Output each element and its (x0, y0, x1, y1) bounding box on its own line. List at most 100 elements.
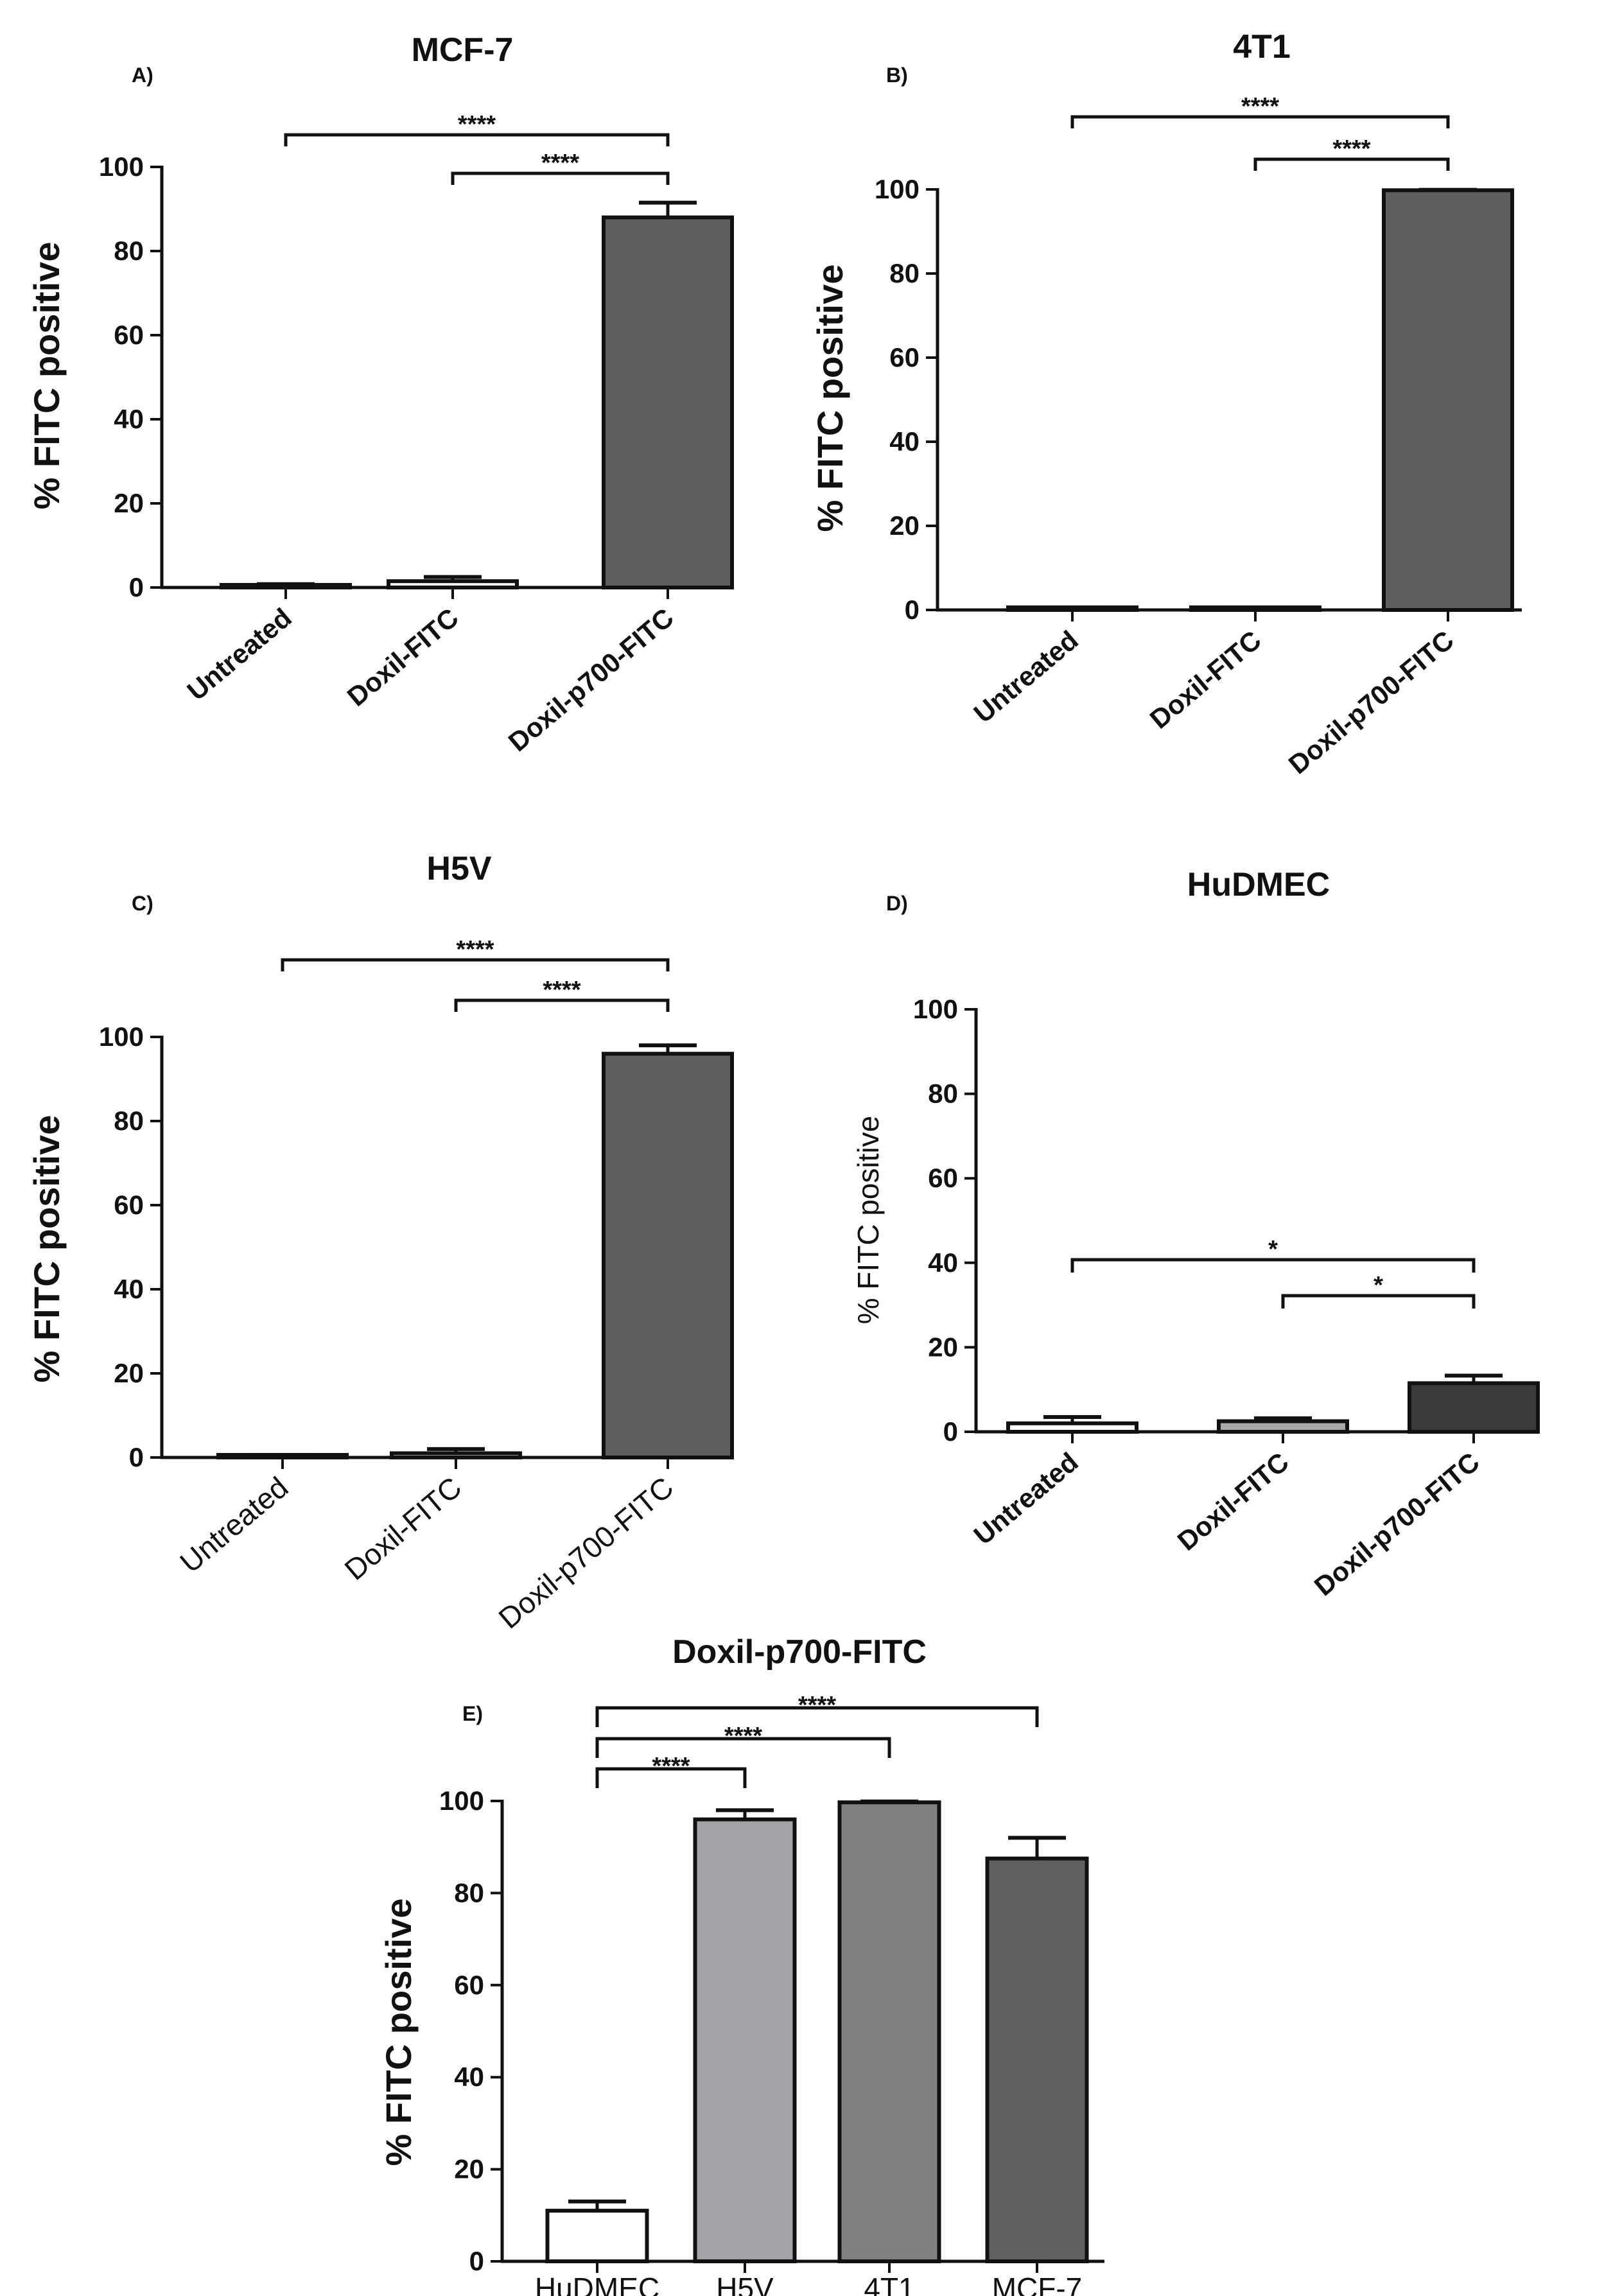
bar (602, 215, 734, 590)
bar (1006, 1421, 1138, 1434)
significance-label: **** (541, 150, 579, 177)
bar (1408, 1381, 1540, 1434)
significance-bracket (454, 998, 670, 1012)
y-tick-label: 60 (928, 1163, 958, 1193)
y-axis-title: % FITC positive (851, 1116, 885, 1325)
y-tick-label: 100 (913, 994, 958, 1024)
category-label: 4T1 (864, 2272, 914, 2296)
category-label: Untreated (968, 1447, 1083, 1551)
category-label: Doxil-FITC (338, 1470, 468, 1587)
bar (602, 1052, 734, 1459)
category-label: Doxil-FITC (1172, 1447, 1295, 1556)
y-tick-label: 80 (454, 1877, 484, 1908)
y-tick-label: 40 (114, 1274, 144, 1304)
y-tick-label: 20 (454, 2154, 484, 2184)
bar (1382, 188, 1514, 612)
y-axis-title: % FITC positive (26, 242, 67, 510)
panel-c: H5V C) 0 20 40 60 80 100 % FITC positive Untreate… (26, 850, 734, 1635)
y-tick-label: 60 (114, 320, 144, 350)
significance-bracket (1070, 115, 1450, 128)
significance-bracket (1281, 1294, 1476, 1309)
y-tick-label: 60 (114, 1190, 144, 1220)
category-label: Doxil-FITC (342, 602, 464, 712)
y-tick-label: 100 (99, 152, 144, 182)
significance-bracket (1253, 157, 1450, 171)
y-tick-label: 40 (889, 426, 920, 457)
bar (837, 1800, 941, 2263)
chart-title: MCF-7 (412, 31, 514, 69)
y-tick-label: 0 (129, 1442, 144, 1472)
y-tick-label: 20 (928, 1332, 958, 1362)
significance-label: **** (724, 1723, 762, 1750)
significance-label: **** (1241, 93, 1279, 120)
panel-a: MCF-7 A) 0 20 40 60 80 100 % FITC positive Untrea… (26, 31, 734, 758)
significance-label: * (1268, 1236, 1278, 1263)
y-axis-title: % FITC positive (810, 265, 850, 532)
y-tick-label: 80 (889, 258, 920, 288)
y-tick-label: 0 (943, 1416, 958, 1447)
category-label: MCF-7 (992, 2272, 1083, 2296)
significance-bracket (281, 958, 670, 971)
y-tick-label: 0 (129, 572, 144, 602)
chart-title: HuDMEC (1187, 866, 1330, 903)
category-label: Doxil-p700-FITC (1283, 625, 1460, 780)
panel-label: D) (886, 892, 908, 915)
panel-label: B) (886, 64, 908, 87)
y-axis-title: % FITC positive (26, 1115, 67, 1383)
category-label: HuDMEC (535, 2272, 659, 2296)
y-tick-label: 40 (454, 2062, 484, 2092)
bar (390, 1451, 522, 1459)
chart-title: Doxil-p700-FITC (672, 1633, 927, 1671)
significance-bracket (595, 1706, 1039, 1727)
significance-bracket (595, 1737, 891, 1758)
category-label: Doxil-p700-FITC (503, 602, 679, 758)
y-tick-label: 60 (454, 1970, 484, 2000)
significance-bracket (595, 1767, 747, 1788)
y-axis-title: % FITC positive (378, 1899, 419, 2166)
category-label: Doxil-p700-FITC (1309, 1447, 1485, 1602)
significance-bracket (451, 171, 670, 185)
bar (1217, 1419, 1349, 1434)
y-tick-label: 60 (889, 342, 920, 372)
panel-b: 4T1 B) 0 20 40 60 80 100 % FITC positive Untreate… (810, 28, 1522, 779)
y-tick-label: 80 (114, 1106, 144, 1136)
category-label: Untreated (173, 1470, 294, 1579)
bar (693, 1817, 797, 2263)
panel-label: E) (462, 1702, 483, 1725)
panel-label: A) (132, 64, 153, 87)
y-tick-label: 20 (889, 510, 920, 541)
panel-label: C) (132, 892, 153, 915)
y-tick-label: 40 (114, 404, 144, 434)
chart-title: 4T1 (1233, 28, 1291, 65)
y-tick-label: 80 (114, 236, 144, 266)
significance-label: **** (1332, 135, 1370, 162)
bar (545, 2209, 649, 2263)
significance-label: **** (652, 1753, 690, 1780)
significance-label: **** (543, 977, 580, 1004)
category-label: Doxil-p700-FITC (493, 1470, 680, 1635)
significance-bracket (1070, 1258, 1476, 1273)
y-tick-label: 0 (905, 595, 920, 625)
category-label: Untreated (181, 602, 297, 706)
y-tick-label: 80 (928, 1079, 958, 1109)
significance-label: * (1373, 1272, 1383, 1299)
bar (387, 579, 519, 589)
category-label: Untreated (968, 625, 1083, 729)
significance-bracket (284, 133, 670, 146)
y-tick-label: 100 (99, 1022, 144, 1052)
panel-d: HuDMEC D) 0 20 40 60 80 100 % FITC positive Untre… (851, 866, 1540, 1602)
significance-label: **** (456, 936, 494, 963)
significance-label: **** (458, 111, 496, 138)
category-label: H5V (716, 2272, 774, 2296)
y-tick-label: 100 (875, 174, 920, 204)
y-tick-label: 20 (114, 1358, 144, 1388)
y-tick-label: 40 (928, 1248, 958, 1278)
y-tick-label: 0 (469, 2246, 484, 2276)
chart-title: H5V (426, 850, 491, 887)
category-label: Doxil-FITC (1144, 625, 1267, 735)
y-tick-label: 100 (439, 1786, 484, 1816)
panel-e: Doxil-p700-FITC E) 0 20 40 60 80 100 % FITC posi… (378, 1633, 1104, 2296)
y-tick-label: 20 (114, 488, 144, 518)
bar (985, 1856, 1089, 2263)
